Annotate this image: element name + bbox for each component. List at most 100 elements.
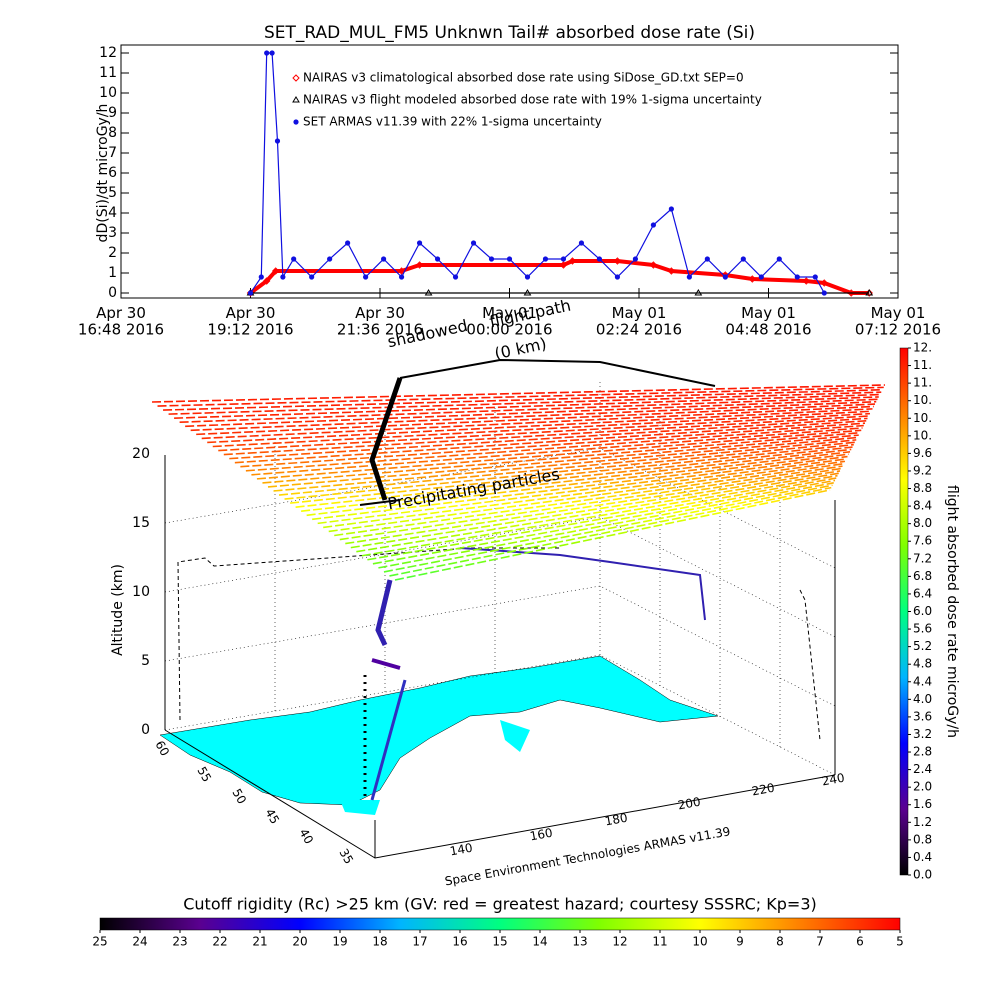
colorbar-tick-label: 4.8 [913,657,932,671]
data-point [865,289,873,297]
colorbar-tick-label: 11. [913,376,932,390]
z-tick-label: 10 [132,584,150,600]
colorbar-tick-label: 25 [92,935,107,949]
colorbar-tick-label: 17 [412,935,427,949]
data-point [794,274,800,280]
shadow-path [177,547,560,721]
series-line [250,52,825,294]
shadow-path [799,589,821,741]
data-point [758,274,764,280]
colorbar-tick-label: 24 [132,935,147,949]
colorbar-tick-label: 1.6 [913,797,932,811]
colorbar-tick-label: 16 [452,935,467,949]
data-point [614,274,621,280]
y-tick-label: 4 [108,205,117,221]
data-point [488,256,495,262]
z-tick-label: 5 [141,653,150,669]
box-frame [164,455,836,859]
x-tick-label: May 01 00:00 2016 [466,304,552,339]
plane-streak [251,427,863,476]
data-point [776,256,782,262]
lon-tick-label: 160 [529,826,554,844]
y-tick-label: 3 [108,225,117,241]
colorbar-tick-label: 12. [913,341,932,355]
data-point [416,240,423,246]
z-tick-label: 20 [132,446,150,462]
data-point [578,240,585,246]
data-point [264,50,270,56]
colorbar-tick-label: 0.8 [913,832,932,846]
plane-streak [356,472,839,553]
data-point [424,289,433,296]
plane-streak [383,484,833,573]
plane-streak [367,477,837,561]
colorbar-tick-label: 10. [913,428,932,442]
colorbar-tick-label: 4.4 [913,674,932,688]
y-tick-label: 12 [99,45,117,61]
z-tick-label: 0 [141,722,150,738]
colorbar-tick-label: 5.2 [913,639,932,653]
legend-marker [292,96,300,103]
data-point [524,274,531,280]
plane-streak [295,446,853,508]
colorbar-tick-label: 5 [896,935,904,949]
colorbar-tick-label: 18 [372,935,387,949]
data-point [380,256,387,262]
data-point [722,274,728,280]
y-tick-label: 5 [108,185,117,201]
plane-streak [312,453,849,521]
credit: Space Environment Technologies ARMAS v11… [444,824,732,888]
y-tick-label: 8 [108,125,117,141]
lon-tick-label: 200 [677,795,702,813]
plane-streak [317,455,848,525]
data-point [258,274,264,280]
plane-streak [240,422,866,468]
plane-streak [378,482,834,569]
colorbar-tick-label: 13 [572,935,587,949]
data-point [686,274,692,280]
colorbar-tick-label: 1.2 [913,815,932,829]
colorbar-title: Cutoff rigidity (Rc) >25 km (GV: red = g… [183,895,817,914]
plane-streak [185,398,878,428]
colorbar-tick-label: 8.8 [913,481,932,495]
data-point [470,240,477,246]
legend-label: NAIRAS v3 climatological absorbed dose r… [303,71,744,85]
y-tick-label: 1 [108,265,117,281]
flight-path-low [371,658,401,670]
plane-streak [394,489,831,581]
data-point [280,274,286,280]
colorbar-tick-label: 15 [492,935,507,949]
data-point [694,289,703,296]
lat-tick-label: 50 [229,786,249,806]
x-tick-label: Apr 30 16:48 2016 [78,304,164,339]
annotation: (0 km) [493,334,548,364]
data-point [269,50,275,56]
plane-streak [229,417,868,460]
data-point [821,290,827,296]
colorbar-tick-label: 7 [816,935,824,949]
plane-streak [151,384,886,403]
colorbar-tick-label: 11. [913,358,932,372]
y-tick-label: 7 [108,145,117,161]
colorbar-tick-label: 11 [652,935,667,949]
data-point [613,257,622,265]
colorbar-tick-label: 21 [252,935,267,949]
plane-streak [306,451,851,517]
data-point [415,261,424,269]
chart-title: SET_RAD_MUL_FM5 Unknwn Tail# absorbed do… [264,23,755,43]
plane-streak [168,391,882,415]
flight-path-high [399,358,716,387]
colorbar-tick-label: 23 [172,935,187,949]
y-tick-label: 10 [99,85,117,101]
colorbar-tick-label: 9.2 [913,463,932,477]
lat-tick-label: 60 [152,738,172,758]
colorbar-tick-label: 6.0 [913,604,932,618]
x-tick-label: Apr 30 19:12 2016 [207,304,293,339]
flight-path-high [369,377,403,501]
data-point [560,256,567,262]
colorbar-tick-label: 7.2 [913,551,932,565]
data-point [667,267,676,275]
series-line [249,259,870,295]
data-point [542,256,549,262]
